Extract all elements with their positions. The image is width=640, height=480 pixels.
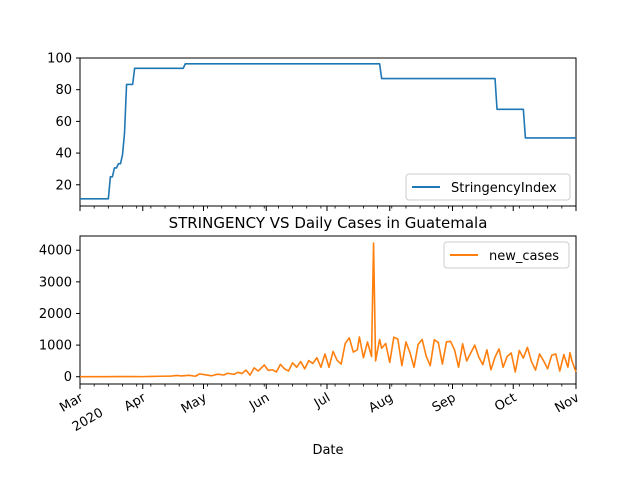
x-tick-label: Apr	[122, 390, 150, 415]
cases-y-tick-label: 1000	[39, 339, 72, 354]
cases-legend: new_cases	[443, 241, 570, 269]
cases-y-tick-label: 4000	[39, 244, 72, 259]
x-tick-label: Aug	[366, 390, 395, 416]
stringency-panel: 20 40 60 80 100 StringencyIndex	[47, 52, 577, 211]
cases-y-tick-label: 0	[64, 370, 72, 385]
chart-title: STRINGENCY VS Daily Cases in Guatemala	[169, 214, 488, 232]
stringency-y-axis: 20 40 60 80 100	[47, 52, 80, 193]
cases-y-tick-label: 3000	[39, 275, 72, 290]
cases-y-tick-label: 2000	[39, 307, 72, 322]
x-tick-label: Oct	[492, 390, 519, 414]
x-tick-label: May	[179, 390, 210, 417]
stringency-legend-label: StringencyIndex	[451, 181, 557, 196]
cases-series	[79, 242, 577, 378]
cases-legend-box	[443, 241, 570, 269]
cases-plot-frame	[79, 235, 577, 385]
stringency-y-tick-label: 60	[55, 115, 72, 130]
x-tick-label: Jun	[246, 390, 272, 414]
stringency-series	[80, 63, 576, 200]
stringency-legend-box	[405, 173, 571, 201]
stringency-y-tick-label: 80	[55, 83, 72, 98]
cases-legend-label: new_cases	[489, 249, 559, 264]
x-axis-label: Date	[312, 443, 343, 458]
x-tick-label: Mar	[57, 390, 86, 416]
stringency-plot-frame	[79, 57, 577, 207]
stringency-x-ticks	[79, 206, 577, 211]
cases-y-axis: 0 1000 2000 3000 4000	[39, 244, 80, 385]
x-tick-label: Nov	[553, 390, 583, 416]
stringencyindex-line	[80, 63, 576, 200]
x-tick-year-label: 2020	[70, 405, 106, 435]
x-tick-label: Sep	[430, 390, 459, 415]
stringency-y-tick-label: 40	[55, 147, 72, 162]
stringency-y-tick-label: 20	[55, 178, 72, 193]
cases-panel: STRINGENCY VS Daily Cases in Guatemala 0…	[39, 214, 582, 458]
stringency-y-tick-label: 100	[47, 52, 72, 67]
x-tick-label: Jul	[311, 390, 333, 411]
new-cases-line	[79, 242, 577, 378]
stringency-legend: StringencyIndex	[405, 173, 571, 201]
